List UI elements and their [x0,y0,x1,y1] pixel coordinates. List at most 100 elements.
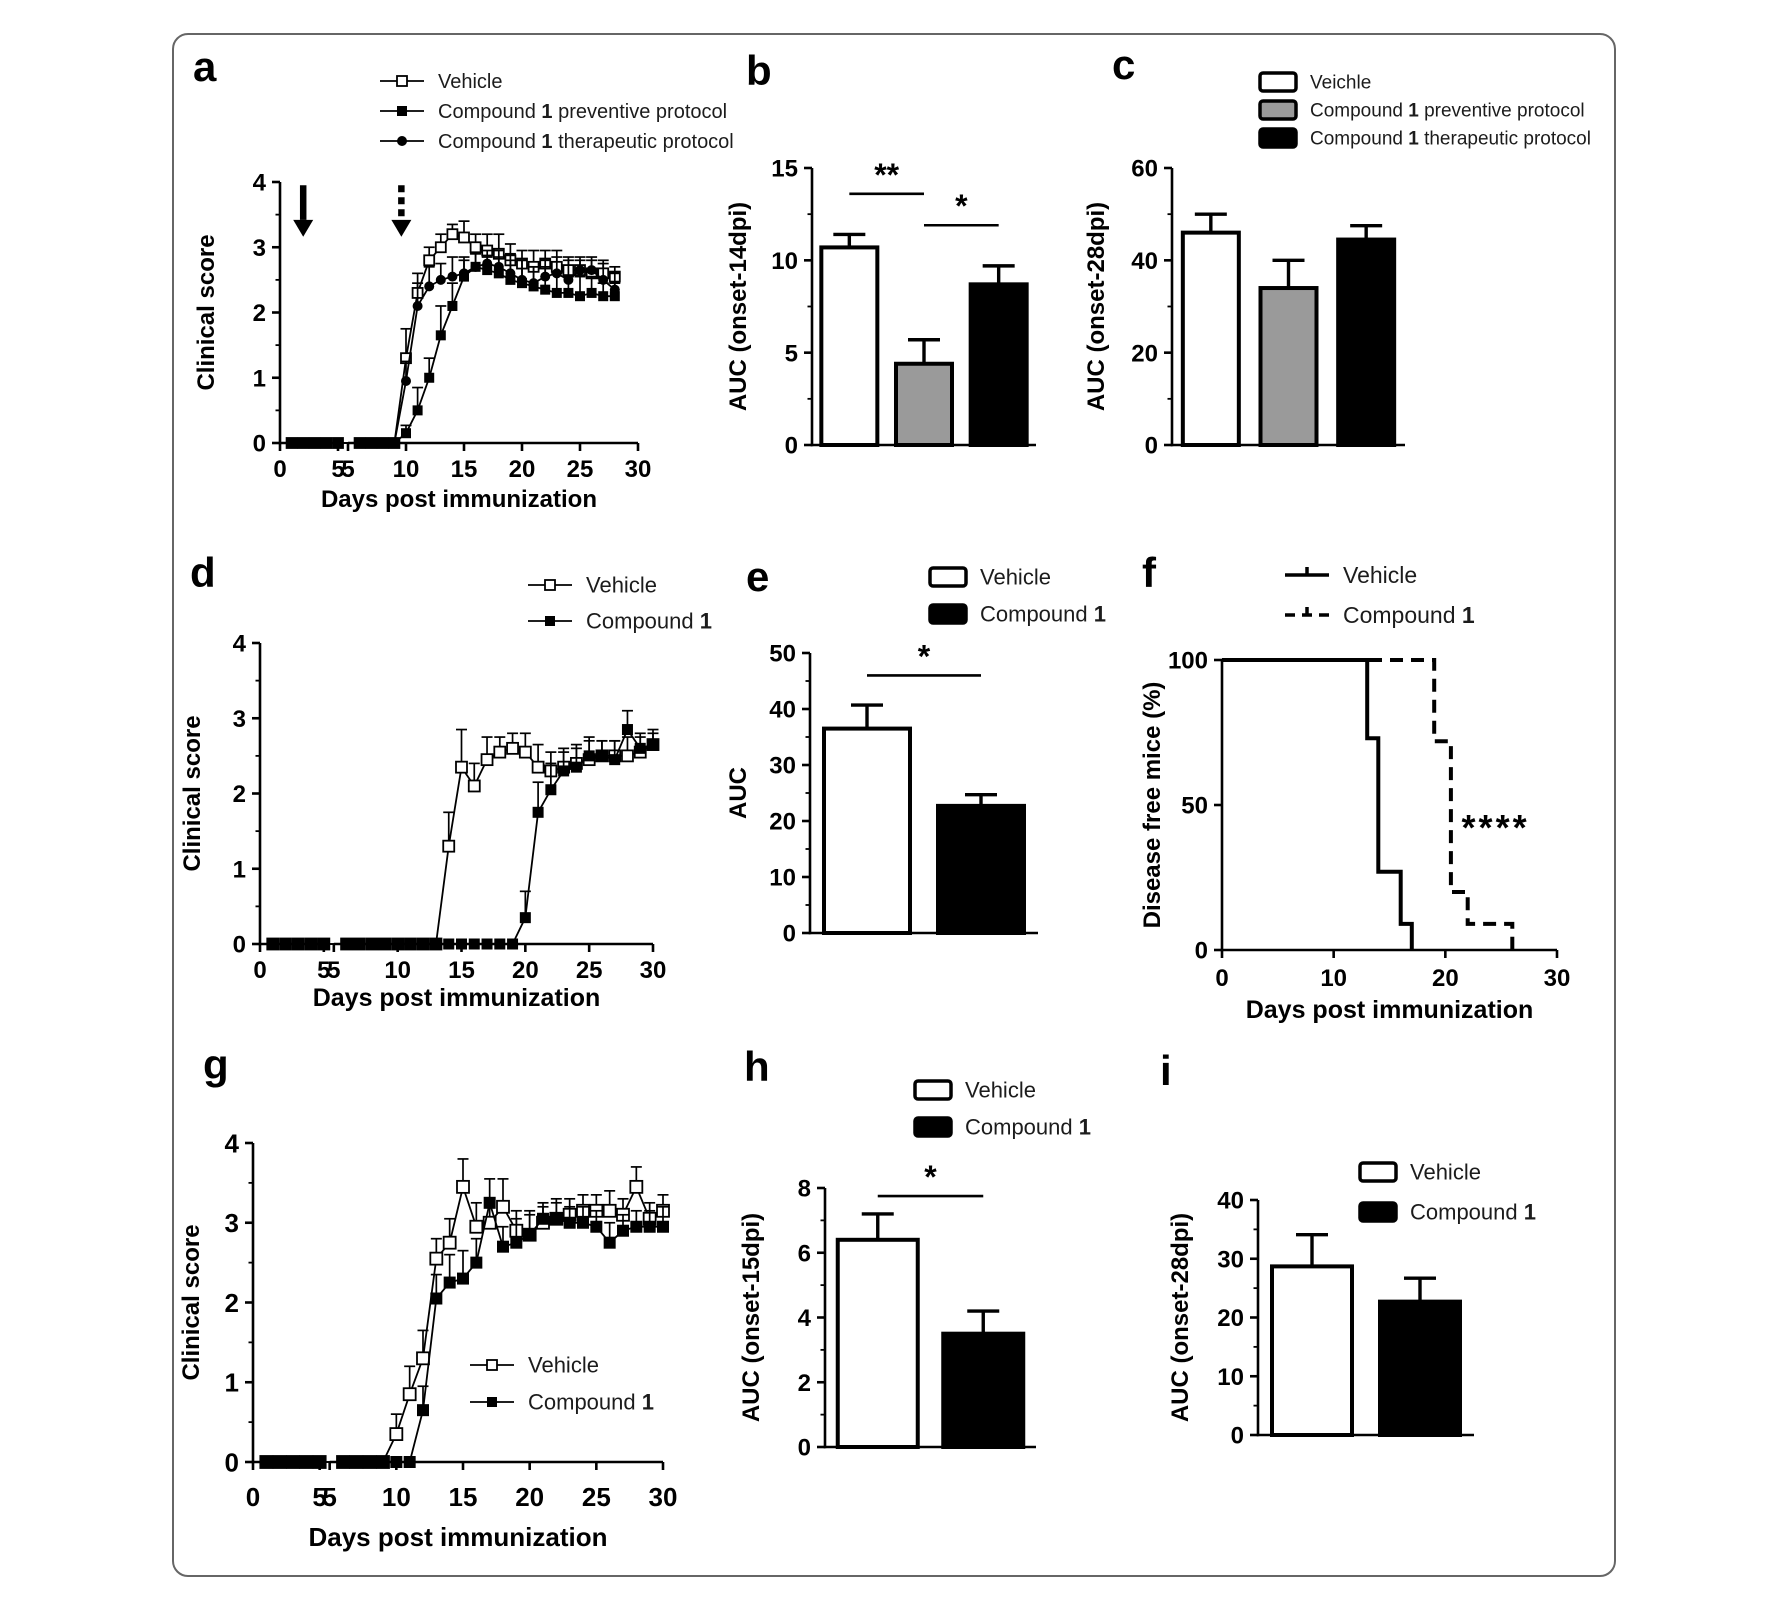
svg-text:5: 5 [322,1482,336,1512]
svg-text:0: 0 [783,921,796,948]
panel-d: 0 1 2 3 4 0 5 5 10 15 20 25 30 Clinical score Days pos… [175,545,735,1012]
axes [252,641,655,952]
svg-text:6: 6 [798,1240,811,1267]
svg-text:10: 10 [382,1482,411,1512]
panel-c: 0 20 40 60 AUC (onset-28dpi) Veichle Compound … [1060,45,1620,505]
svg-text:Vehicle: Vehicle [965,1077,1036,1102]
svg-text:40: 40 [1131,248,1158,275]
svg-text:*: * [924,1159,937,1195]
panel-c-chart: 0 20 40 60 AUC (onset-28dpi) Veichle Compound … [1083,71,1591,460]
svg-text:30: 30 [649,1482,678,1512]
svg-text:50: 50 [769,641,796,668]
bar-0 [835,1212,920,1449]
svg-text:Compound 1 preventive protocol: Compound 1 preventive protocol [1310,100,1585,121]
svg-text:AUC: AUC [725,767,752,819]
svg-text:50: 50 [1181,793,1208,820]
legend: Vehicle Compound 1 [913,1077,1091,1139]
svg-text:20: 20 [769,809,796,836]
svg-text:AUC (onset-14dpi): AUC (onset-14dpi) [725,202,752,411]
legend: Vehicle Compound 1 [470,1352,654,1414]
svg-text:Compound 1: Compound 1 [980,601,1106,626]
annotation: **** [1462,807,1530,848]
svg-text:0: 0 [253,431,266,458]
panel-e-chart: 0 10 20 30 40 50 AUC * Vehicle Compound 1 [725,564,1106,948]
axes [272,180,640,451]
dashed-arrow [391,185,412,237]
svg-text:Days post immunization: Days post immunization [313,984,601,1012]
svg-text:8: 8 [798,1176,811,1203]
svg-text:20: 20 [509,456,536,483]
svg-text:5: 5 [331,456,344,483]
svg-text:30: 30 [625,456,652,483]
panel-h-chart: 0 2 4 6 8 AUC (onset-15dpi) * Vehicle Compound 1 [738,1077,1091,1462]
svg-text:5: 5 [327,957,340,984]
legend: Vehicle Compound 1 preventive protocol Com… [380,71,734,153]
panel-f-chart: 0 50 100 0 10 20 30 Disease free mice (%) Days p… [1139,562,1571,1024]
svg-text:Clinical score: Clinical score [179,715,206,871]
panel-b-label: b [746,47,772,94]
svg-text:100: 100 [1168,648,1208,675]
svg-text:10: 10 [769,865,796,892]
panel-h: 0 2 4 6 8 AUC (onset-15dpi) * Vehicle Compound 1 [700,1045,1140,1545]
svg-text:Veichle: Veichle [1310,72,1371,93]
svg-text:Compound 1 preventive protocol: Compound 1 preventive protocol [438,101,727,123]
panel-a-label: a [193,43,217,90]
svg-text:Compound 1: Compound 1 [1343,602,1475,628]
svg-text:3: 3 [253,235,266,262]
panel-d-label: d [190,549,216,596]
series-compound1 [266,1178,669,1463]
markers-compound1 [267,724,659,950]
axis-labels: 0 10 20 30 40 50 AUC [725,641,796,948]
svg-text:30: 30 [640,957,667,984]
svg-text:1: 1 [253,365,266,392]
svg-text:4: 4 [253,170,267,197]
svg-text:30: 30 [769,753,796,780]
bar-2 [1336,224,1397,447]
svg-text:20: 20 [515,1482,544,1512]
svg-text:5: 5 [317,957,330,984]
panel-b: 0 5 10 15 AUC (onset-14dpi) ** * [690,45,1090,505]
axis-labels: 0 10 20 30 40 AUC (onset-28dpi) [1167,1188,1244,1450]
legend: Vehicle Compound 1 [928,564,1106,626]
svg-text:10: 10 [393,456,420,483]
svg-text:15: 15 [771,156,798,183]
svg-text:Vehicle: Vehicle [586,572,657,597]
legend: Vehicle Compound 1 [528,572,712,633]
step-vehicle [1222,658,1414,950]
series-vehicle [291,220,621,444]
svg-text:25: 25 [567,456,594,483]
bar-1 [941,1309,1026,1449]
svg-text:0: 0 [798,1435,811,1462]
panel-c-label: c [1112,41,1136,88]
legend: Veichle Compound 1 preventive protocol Com… [1258,71,1591,149]
svg-text:**: ** [874,157,899,193]
markers-vehicle [266,738,660,951]
panel-i-label: i [1160,1047,1172,1094]
axes [245,1141,665,1470]
svg-text:30: 30 [1217,1246,1244,1273]
svg-text:15: 15 [448,957,475,984]
svg-text:25: 25 [582,1482,611,1512]
svg-text:AUC (onset-28dpi): AUC (onset-28dpi) [1167,1213,1194,1422]
svg-text:30: 30 [1544,965,1571,992]
svg-text:20: 20 [1131,340,1158,367]
svg-text:Clinical score: Clinical score [193,234,220,390]
panel-g: 0 1 2 3 4 0 5 5 10 15 20 25 30 Clinical score Days pos… [175,1035,695,1575]
significance: * [924,188,999,227]
svg-text:20: 20 [512,957,539,984]
panel-h-label: h [744,1043,770,1090]
legend: Vehicle Compound 1 [1358,1159,1536,1224]
svg-text:0: 0 [225,1447,239,1477]
svg-text:20: 20 [1432,965,1459,992]
svg-text:Days post immunization: Days post immunization [308,1522,607,1552]
svg-text:Compound 1: Compound 1 [586,608,712,633]
svg-text:10: 10 [1217,1364,1244,1391]
svg-text:2: 2 [233,781,246,808]
svg-text:0: 0 [246,1482,260,1512]
svg-text:0: 0 [1215,965,1228,992]
panel-a: 0 1 2 3 4 0 5 5 10 15 20 25 30 Clinical score Days pos… [175,45,750,513]
svg-text:Days post immunization: Days post immunization [1246,996,1534,1024]
svg-text:Vehicle: Vehicle [1410,1159,1481,1184]
bar-1 [1378,1276,1462,1438]
